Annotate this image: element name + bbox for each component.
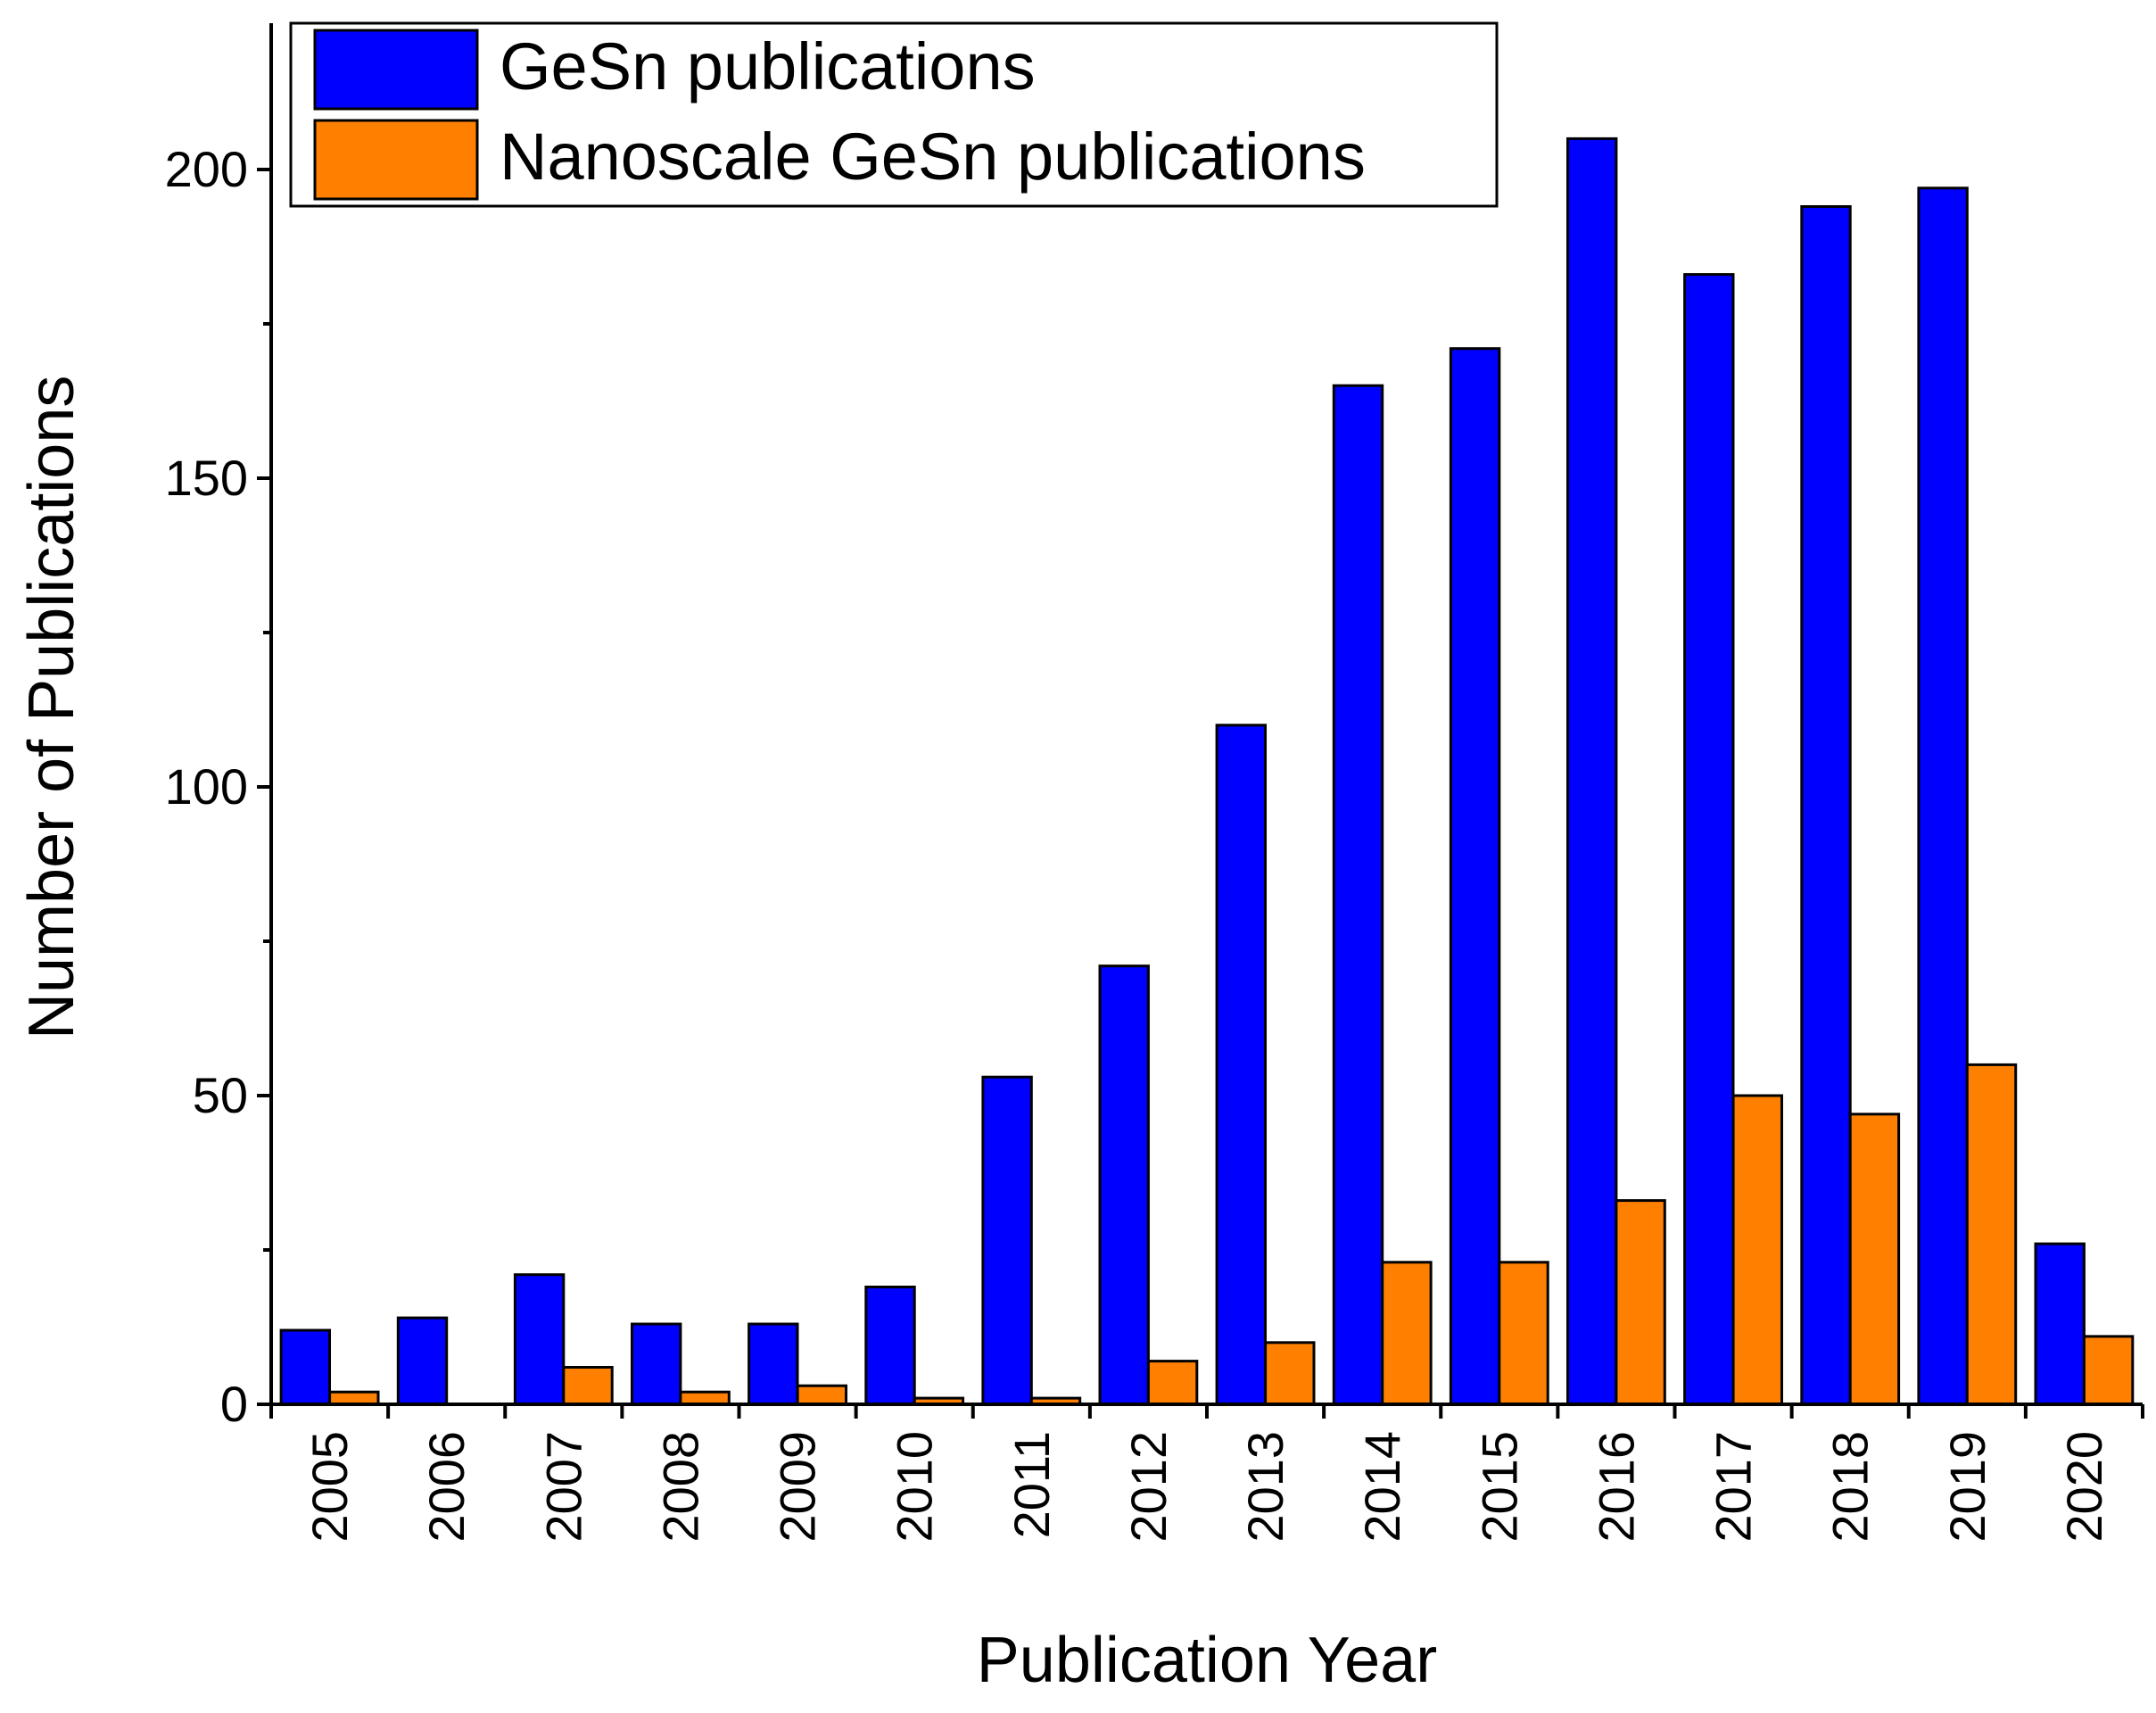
legend: GeSn publications Nanoscale GeSn publica… [289, 21, 1499, 208]
bar-gesn-2012 [1098, 964, 1150, 1406]
bar-gesn-2008 [631, 1322, 682, 1406]
bar-nanoscale-gesn-2013 [1264, 1341, 1316, 1406]
x-tick-label-2005: 2005 [302, 1431, 358, 1543]
x-tick-label-2007: 2007 [535, 1431, 591, 1543]
x-tick-label-2012: 2012 [1120, 1431, 1177, 1543]
x-tick-label-2019: 2019 [1939, 1431, 1995, 1543]
bar-gesn-2018 [1800, 205, 1852, 1406]
y-ticks: 0 50 100 150 200 [165, 141, 271, 1432]
bar-gesn-2020 [2034, 1242, 2086, 1406]
bar-nanoscale-gesn-2014 [1381, 1261, 1433, 1406]
x-tick-label-2006: 2006 [418, 1431, 475, 1543]
x-tick-label-2015: 2015 [1471, 1431, 1527, 1543]
x-tick-label-2017: 2017 [1706, 1431, 1762, 1543]
x-tick-label-2018: 2018 [1822, 1431, 1879, 1543]
bar-nanoscale-gesn-2009 [796, 1384, 847, 1406]
legend-label-gesn: GeSn publications [500, 29, 1036, 103]
x-tick-label-2020: 2020 [2056, 1431, 2112, 1543]
x-tick-label-2013: 2013 [1237, 1431, 1293, 1543]
bar-nanoscale-gesn-2020 [2082, 1335, 2135, 1406]
legend-swatch-nanoscale-gesn [313, 119, 479, 201]
x-tick-label-2009: 2009 [770, 1431, 826, 1543]
y-tick-label-50: 50 [193, 1067, 248, 1123]
x-tick-label-2008: 2008 [652, 1431, 708, 1543]
bar-gesn-2017 [1683, 273, 1735, 1406]
x-tick-label-2011: 2011 [1004, 1431, 1060, 1538]
bar-gesn-2009 [748, 1322, 799, 1406]
bar-gesn-2015 [1449, 347, 1501, 1406]
y-tick-label-0: 0 [220, 1376, 248, 1432]
y-tick-label-150: 150 [165, 450, 248, 506]
x-ticks: 2005 2006 2007 2008 2009 2010 2011 2012 2013 2014… [269, 1404, 2144, 1543]
bar-nanoscale-gesn-2008 [679, 1390, 731, 1406]
bar-nanoscale-gesn-2012 [1146, 1360, 1199, 1406]
bar-nanoscale-gesn-2017 [1731, 1094, 1783, 1406]
bar-gesn-2013 [1215, 724, 1267, 1406]
legend-swatch-gesn [313, 29, 479, 111]
bar-gesn-2007 [513, 1273, 566, 1406]
bar-gesn-2011 [981, 1075, 1033, 1406]
bar-nanoscale-gesn-2005 [328, 1390, 380, 1406]
y-tick-label-100: 100 [165, 758, 248, 815]
bar-nanoscale-gesn-2015 [1498, 1261, 1549, 1406]
bar-gesn-2006 [396, 1316, 449, 1406]
legend-label-nanoscale-gesn: Nanoscale GeSn publications [500, 120, 1366, 194]
bars-layer [279, 137, 2135, 1406]
bar-nanoscale-gesn-2019 [1965, 1063, 2018, 1406]
x-tick-label-2010: 2010 [887, 1431, 943, 1543]
bar-gesn-2016 [1566, 137, 1618, 1406]
y-tick-label-200: 200 [165, 141, 248, 197]
bar-gesn-2014 [1332, 384, 1384, 1406]
bar-gesn-2005 [279, 1328, 332, 1406]
bar-gesn-2010 [864, 1286, 916, 1406]
legend-box [289, 21, 1499, 208]
bar-nanoscale-gesn-2007 [562, 1366, 614, 1406]
bar-nanoscale-gesn-2018 [1848, 1113, 1901, 1406]
y-axis-label: Number of Publications [16, 376, 87, 1039]
x-tick-label-2014: 2014 [1354, 1431, 1410, 1543]
x-tick-label-2016: 2016 [1588, 1431, 1644, 1543]
bar-gesn-2019 [1917, 186, 1969, 1406]
x-axis-label: Publication Year [977, 1625, 1437, 1696]
bar-nanoscale-gesn-2016 [1615, 1199, 1666, 1406]
